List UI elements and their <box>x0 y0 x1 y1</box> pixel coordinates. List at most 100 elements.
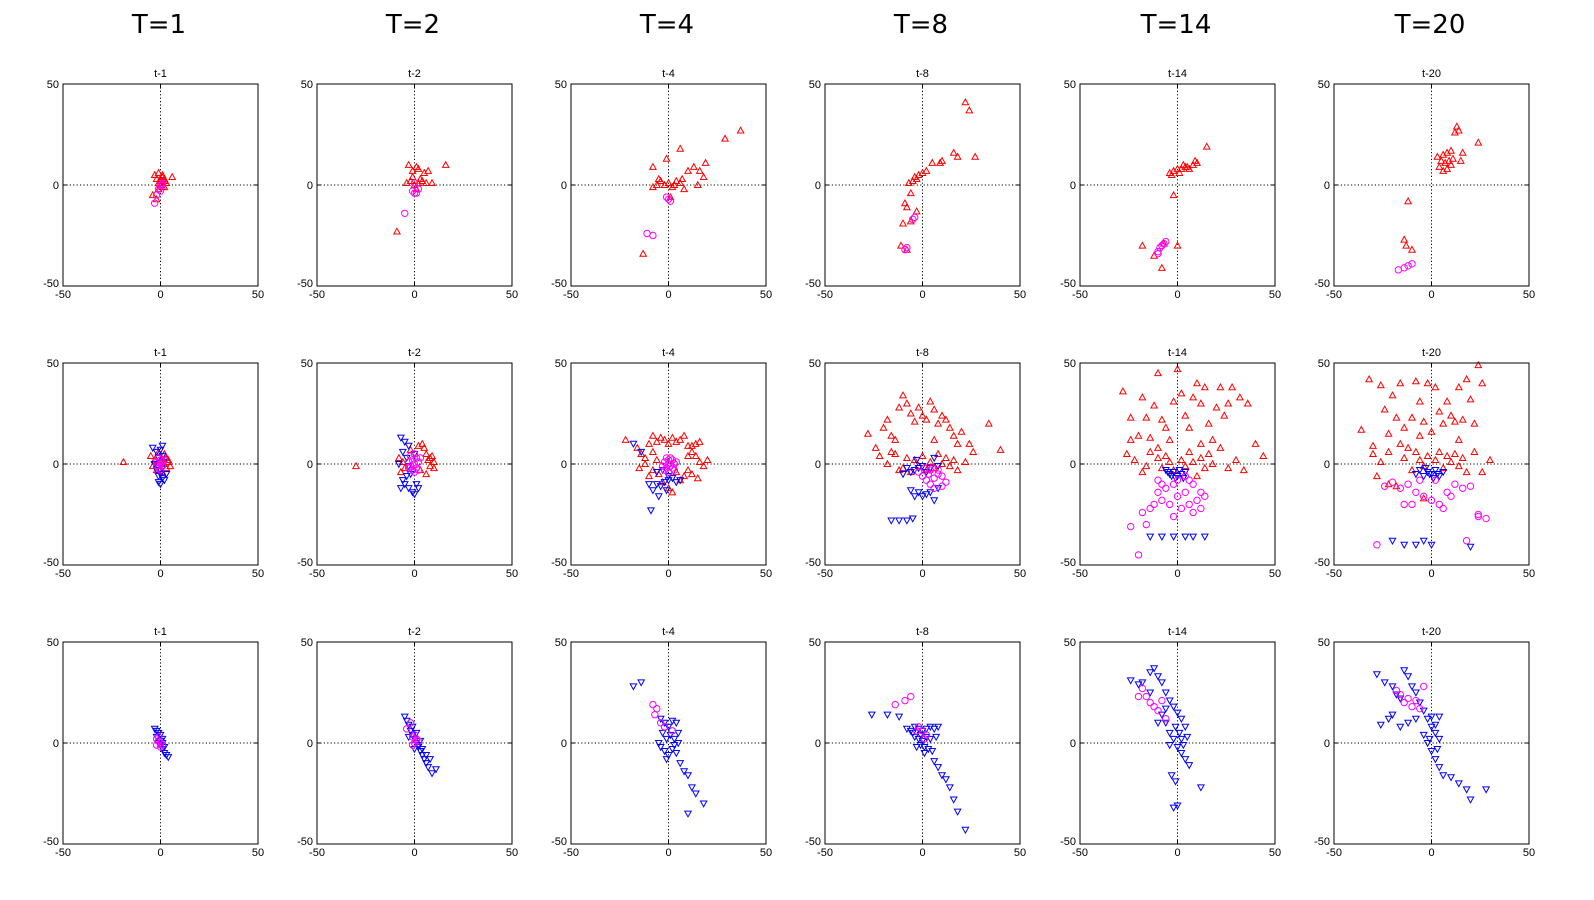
marker-triangle-up <box>1179 160 1188 168</box>
marker-triangle-down <box>1200 533 1209 541</box>
marker-triangle-up <box>912 174 921 182</box>
subplot-title: t-4 <box>662 347 675 359</box>
marker-circle <box>920 735 929 743</box>
marker-circle <box>1482 514 1490 523</box>
marker-triangle-up <box>1407 413 1417 421</box>
marker-triangle-down <box>664 477 673 485</box>
marker-circle <box>1142 692 1151 701</box>
x-tick-label: 0 <box>411 289 417 301</box>
marker-triangle-up <box>1415 431 1424 439</box>
y-tick-label: 50 <box>1064 358 1076 370</box>
marker-triangle-down <box>1384 715 1393 723</box>
y-tick-label: 0 <box>307 459 313 471</box>
marker-triangle-up <box>918 451 927 459</box>
marker-triangle-up <box>945 461 954 470</box>
marker-triangle-up <box>1446 411 1456 419</box>
y-tick-label: 50 <box>301 358 313 370</box>
marker-circle <box>410 189 419 197</box>
x-tick-label: -50 <box>563 568 579 580</box>
marker-triangle-down <box>918 737 927 746</box>
marker-triangle-up <box>168 172 177 180</box>
marker-triangle-up <box>654 174 663 182</box>
marker-triangle-up <box>945 423 954 431</box>
marker-triangle-up <box>953 439 962 447</box>
marker-triangle-up <box>883 459 892 468</box>
marker-triangle-up <box>1126 413 1135 421</box>
marker-triangle-down <box>1171 778 1180 786</box>
marker-triangle-down <box>1400 541 1409 550</box>
marker-triangle-up <box>652 437 661 445</box>
marker-triangle-down <box>1163 469 1172 477</box>
marker-triangle-up <box>1196 453 1205 461</box>
marker-triangle-down <box>883 711 892 719</box>
marker-circle <box>158 458 167 466</box>
marker-triangle-down <box>656 743 665 752</box>
marker-circle <box>1420 682 1428 691</box>
marker-triangle-up <box>887 447 896 455</box>
panel-r3-c3: t-4 -50 0 50 50 0 -50 <box>551 626 772 859</box>
marker-circle <box>414 185 423 193</box>
marker-triangle-up <box>146 451 155 459</box>
marker-triangle-down <box>916 731 925 740</box>
marker-circle <box>1146 504 1154 513</box>
marker-triangle-up <box>949 455 958 464</box>
marker-triangle-down <box>670 735 679 744</box>
marker-circle <box>920 464 929 472</box>
marker-triangle-down <box>1427 713 1436 721</box>
marker-triangle-up <box>648 162 657 170</box>
marker-triangle-up <box>937 411 947 419</box>
y-tick-label: 50 <box>47 79 59 91</box>
y-tick-label: -50 <box>1314 278 1330 290</box>
y-tick-label: 50 <box>1318 637 1330 649</box>
marker-triangle-up <box>961 457 970 466</box>
y-tick-label: 50 <box>809 79 821 91</box>
marker-triangle-up <box>400 463 409 472</box>
marker-circle <box>1185 476 1193 484</box>
marker-triangle-down <box>1181 533 1190 541</box>
x-tick-label: 50 <box>1269 289 1281 301</box>
marker-triangle-up <box>1220 411 1229 419</box>
marker-circle <box>1127 522 1135 531</box>
marker-circle <box>664 195 673 203</box>
x-tick-label: 50 <box>506 847 518 859</box>
marker-triangle-down <box>1157 533 1166 541</box>
marker-triangle-down <box>1433 471 1442 479</box>
marker-triangle-down <box>1372 671 1381 679</box>
marker-triangle-up <box>158 170 167 178</box>
marker-triangle-up <box>154 168 163 176</box>
marker-triangle-down <box>1462 786 1471 794</box>
marker-triangle-down <box>902 464 911 473</box>
marker-triangle-up <box>1122 449 1131 457</box>
marker-circle <box>1408 702 1416 711</box>
marker-triangle-down <box>1157 711 1166 719</box>
marker-circle <box>1462 537 1471 545</box>
marker-triangle-down <box>424 764 433 772</box>
marker-circle <box>1181 488 1190 496</box>
marker-triangle-up <box>1423 378 1432 387</box>
marker-circle <box>1412 488 1420 496</box>
marker-triangle-up <box>1146 433 1155 441</box>
marker-triangle-down <box>1407 683 1417 691</box>
marker-triangle-up <box>1212 403 1221 411</box>
y-tick-label: 50 <box>555 358 567 370</box>
marker-triangle-down <box>1431 467 1440 475</box>
marker-triangle-down <box>920 750 929 758</box>
marker-circle <box>664 456 673 464</box>
marker-circle <box>1392 686 1401 695</box>
marker-triangle-up <box>1173 364 1182 373</box>
marker-circle <box>158 181 167 189</box>
marker-triangle-down <box>680 768 689 776</box>
x-tick-label: 0 <box>157 847 163 859</box>
marker-triangle-down <box>668 746 677 754</box>
marker-triangle-down <box>683 810 693 818</box>
marker-triangle-down <box>1439 469 1448 477</box>
marker-circle <box>1158 241 1166 250</box>
marker-circle <box>156 743 165 751</box>
marker-triangle-up <box>414 441 423 449</box>
x-tick-label: 0 <box>1428 568 1434 580</box>
marker-triangle-up <box>1175 168 1184 176</box>
y-tick-label: 0 <box>53 180 59 192</box>
marker-triangle-up <box>1458 148 1467 156</box>
marker-triangle-up <box>1150 401 1159 409</box>
